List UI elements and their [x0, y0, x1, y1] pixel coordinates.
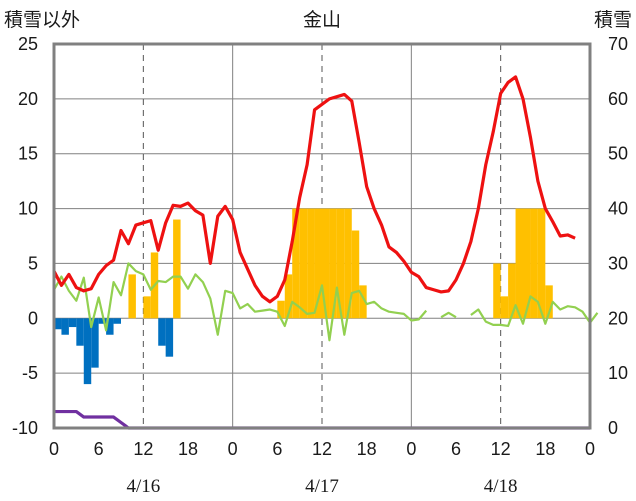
x-tick-label: 6	[451, 439, 461, 459]
precipitation-bar	[76, 318, 84, 346]
date-label: 4/18	[484, 476, 518, 497]
y-left-tick-label: 5	[28, 253, 38, 273]
snowfall-bar	[344, 208, 352, 319]
precipitation-bar	[91, 318, 99, 368]
snowfall-bar	[351, 230, 360, 319]
x-tick-label: 0	[406, 439, 416, 459]
left-axis-label: 積雪以外	[4, 9, 80, 31]
plot-frame	[52, 42, 592, 430]
temperature-line	[52, 75, 576, 304]
x-tick-label: 12	[491, 439, 511, 459]
y-right-tick-label: 60	[608, 89, 628, 109]
y-left-tick-label: 15	[18, 144, 38, 164]
snowfall-bar	[299, 208, 308, 319]
snowfall-bar	[336, 208, 345, 319]
date-label: 4/16	[126, 476, 160, 497]
snowfall-bar	[493, 263, 501, 319]
y-right-tick-label: 70	[608, 34, 628, 54]
x-tick-label: 18	[178, 439, 198, 459]
y-left-tick-label: 0	[28, 308, 38, 328]
snowfall-bar	[143, 296, 151, 319]
y-left-tick-label: -10	[12, 418, 38, 438]
y-left-tick-label: -5	[22, 363, 38, 383]
x-tick-label: 6	[94, 439, 104, 459]
snowfall-bar	[537, 208, 546, 319]
y-left-tick-label: 20	[18, 89, 38, 109]
x-tick-label: 0	[49, 439, 59, 459]
y-left-tick-label: 10	[18, 199, 38, 219]
snowfall-bar	[530, 208, 538, 319]
x-tick-label: 18	[535, 439, 555, 459]
snowfall-bar	[314, 208, 322, 319]
precipitation-bar	[158, 318, 166, 346]
snowfall-bar	[307, 208, 315, 319]
y-left-tick-label: 25	[18, 34, 38, 54]
snowfall-bar	[322, 208, 330, 319]
snowfall-bar	[500, 296, 509, 319]
x-tick-label: 6	[272, 439, 282, 459]
precipitation-bar	[165, 318, 174, 357]
y-right-tick-label: 30	[608, 253, 628, 273]
snowfall-bar	[128, 274, 136, 319]
snowfall-bar	[515, 208, 523, 319]
precipitation-bar	[98, 318, 107, 324]
precipitation-bar	[61, 318, 69, 335]
snowfall-bar	[359, 285, 367, 319]
wind-line	[53, 262, 599, 342]
y-right-tick-label: 50	[608, 144, 628, 164]
snowfall-bar	[545, 285, 553, 319]
snowfall-bar	[284, 274, 293, 319]
snowfall-bar	[277, 300, 285, 319]
snowfall-bar	[329, 208, 337, 319]
x-tick-label: 18	[357, 439, 377, 459]
x-tick-label: 0	[585, 439, 595, 459]
precipitation-bar	[83, 318, 92, 385]
snowfall-bar	[523, 208, 531, 319]
snowfall-bar	[508, 263, 516, 319]
y-right-tick-label: 0	[608, 418, 618, 438]
x-tick-label: 12	[133, 439, 153, 459]
precipitation-bar	[113, 318, 121, 324]
y-right-tick-label: 20	[608, 308, 628, 328]
chart-title: 金山	[303, 9, 341, 31]
precipitation-bar	[106, 318, 114, 335]
x-tick-label: 0	[228, 439, 238, 459]
y-right-tick-label: 40	[608, 199, 628, 219]
y-right-tick-label: 10	[608, 363, 628, 383]
x-tick-label: 12	[312, 439, 332, 459]
right-axis-label: 積雪	[594, 9, 632, 31]
snowfall-bar	[292, 208, 300, 319]
precipitation-bar	[68, 318, 77, 328]
precipitation-bar	[54, 318, 62, 330]
snowfall-bar	[173, 219, 181, 319]
date-label: 4/17	[305, 476, 339, 497]
